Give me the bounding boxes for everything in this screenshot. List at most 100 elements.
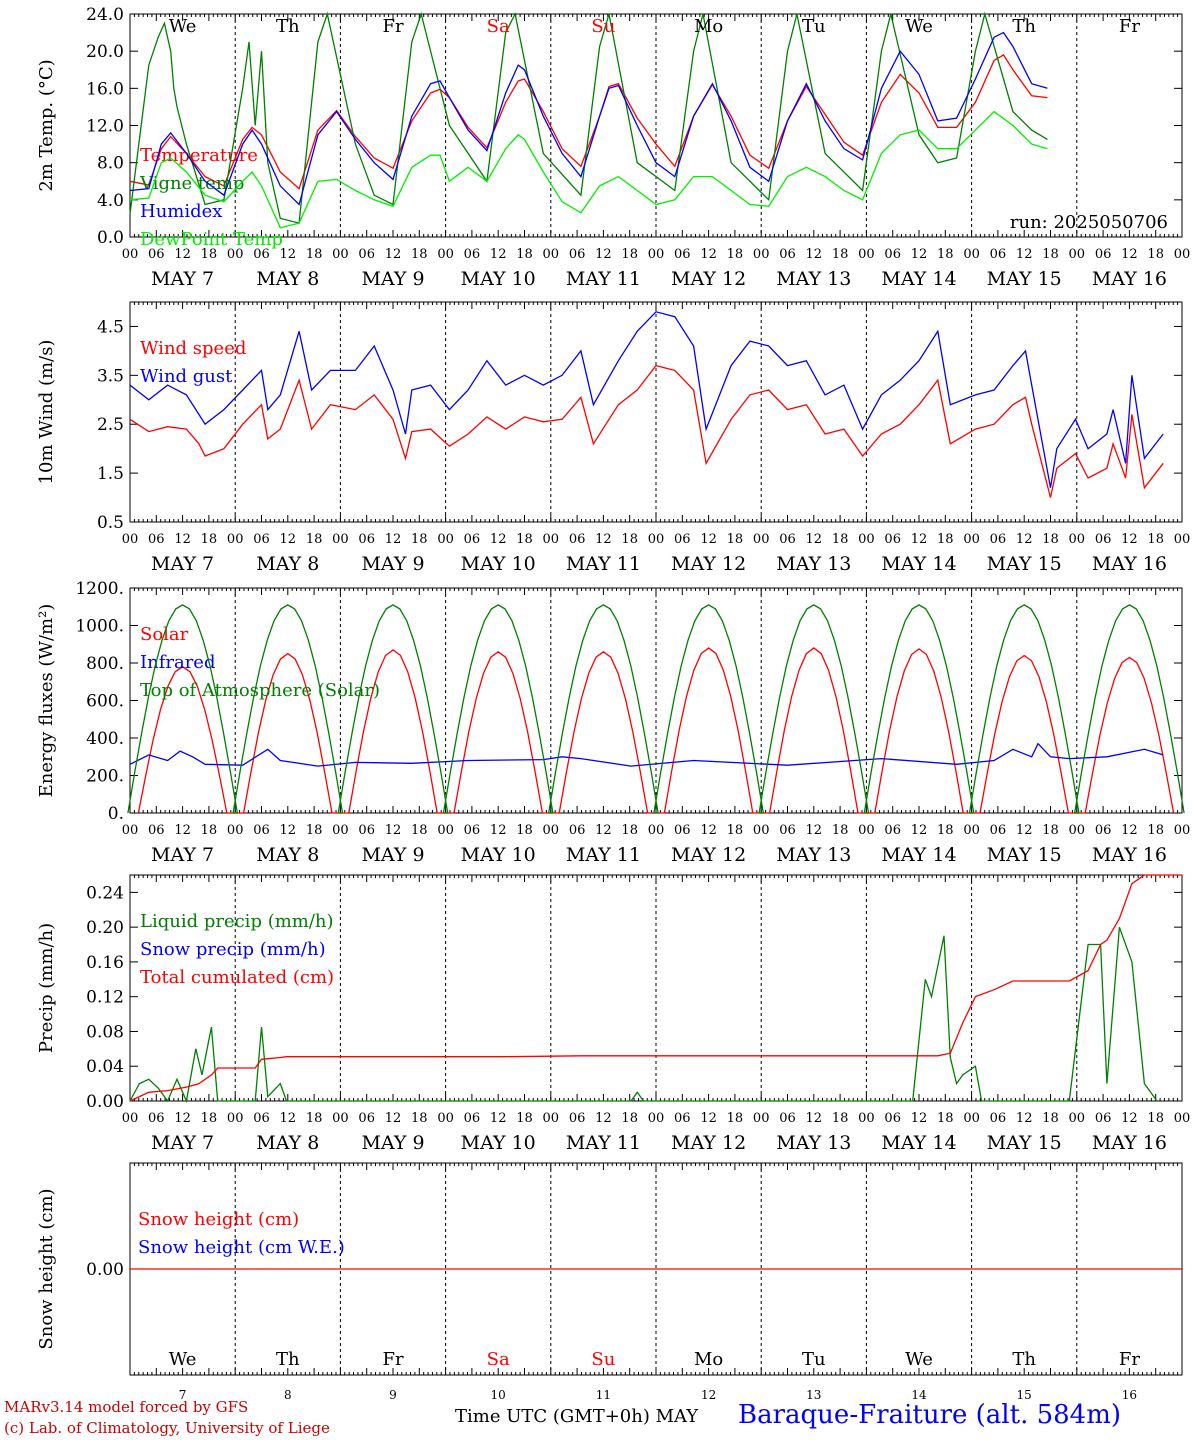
hour-tick-label: 06 xyxy=(569,532,586,547)
weekday-label: Th xyxy=(276,1349,300,1370)
hour-tick-label: 12 xyxy=(1121,823,1138,838)
hour-tick-label: 12 xyxy=(595,1111,612,1126)
date-label: MAY 8 xyxy=(256,1132,319,1154)
hour-tick-label: 18 xyxy=(201,1111,218,1126)
hour-tick-label: 12 xyxy=(385,247,402,262)
series-line-vigne-temp xyxy=(129,11,1048,224)
hour-tick-label: 00 xyxy=(227,532,244,547)
hour-tick-label: 18 xyxy=(727,1111,744,1126)
hour-tick-label: 18 xyxy=(1042,532,1059,547)
series-line-wind-speed xyxy=(129,364,1164,498)
hour-tick-label: 12 xyxy=(280,532,297,547)
date-label: MAY 13 xyxy=(776,553,851,575)
y-tick-label: 4.5 xyxy=(97,317,124,337)
y-tick-label: 0.00 xyxy=(86,1260,124,1280)
day-number-label: 11 xyxy=(596,1388,611,1402)
date-label: MAY 15 xyxy=(987,553,1062,575)
hour-tick-label: 12 xyxy=(1016,823,1033,838)
date-label: MAY 12 xyxy=(671,553,746,575)
hour-tick-label: 06 xyxy=(1095,823,1112,838)
legend-entry: Liquid precip (mm/h) xyxy=(140,911,334,932)
series-line-temperature xyxy=(129,54,1048,190)
series-line-dewpoint-temp xyxy=(129,110,1048,229)
date-label: MAY 15 xyxy=(987,268,1062,290)
y-axis-label: Precip (mm/h) xyxy=(36,923,57,1053)
hour-tick-label: 12 xyxy=(1121,1111,1138,1126)
weekday-label: We xyxy=(169,16,197,37)
series-line-infrared xyxy=(129,742,1164,767)
hour-tick-label: 00 xyxy=(437,532,454,547)
hour-tick-label: 00 xyxy=(648,1111,665,1126)
y-tick-label: 0.00 xyxy=(86,1092,124,1112)
date-label: MAY 10 xyxy=(461,268,536,290)
hour-tick-label: 06 xyxy=(253,823,270,838)
legend-entry: Total cumulated (cm) xyxy=(140,967,334,988)
model-credit: MARv3.14 model forced by GFS xyxy=(4,1398,249,1416)
weekday-label: Th xyxy=(276,16,300,37)
series-line-total-cumulated-cm- xyxy=(129,874,1182,1102)
y-tick-label: 16.0 xyxy=(86,79,124,99)
legend-entry: Vigne temp xyxy=(139,173,244,194)
weekday-label: Fr xyxy=(1119,16,1140,37)
y-tick-label: 2.5 xyxy=(97,415,124,435)
weekday-label: Sa xyxy=(487,1349,510,1370)
hour-tick-label: 12 xyxy=(280,1111,297,1126)
hour-tick-label: 00 xyxy=(753,247,770,262)
y-axis-label: Snow height (cm) xyxy=(36,1188,57,1349)
date-label: MAY 8 xyxy=(256,844,319,866)
hour-tick-label: 12 xyxy=(280,823,297,838)
x-axis-label: Time UTC (GMT+0h) MAY xyxy=(455,1406,699,1427)
hour-tick-label: 12 xyxy=(595,823,612,838)
y-tick-label: 0.12 xyxy=(86,988,124,1008)
date-label: MAY 13 xyxy=(776,844,851,866)
y-tick-label: 0.5 xyxy=(97,513,124,533)
y-tick-label: 800. xyxy=(86,654,124,674)
y-tick-label: 1200. xyxy=(75,579,124,599)
y-tick-label: 20.0 xyxy=(86,42,124,62)
hour-tick-label: 06 xyxy=(779,532,796,547)
y-tick-label: 24.0 xyxy=(86,5,124,25)
y-tick-label: 1.5 xyxy=(97,464,124,484)
hour-tick-label: 18 xyxy=(727,823,744,838)
hour-tick-label: 00 xyxy=(963,1111,980,1126)
hour-tick-label: 18 xyxy=(306,1111,323,1126)
hour-tick-label: 00 xyxy=(122,1111,139,1126)
hour-tick-label: 00 xyxy=(227,1111,244,1126)
hour-tick-label: 12 xyxy=(1121,532,1138,547)
y-tick-label: 0.20 xyxy=(86,918,124,938)
y-tick-label: 0.24 xyxy=(86,883,124,903)
hour-tick-label: 12 xyxy=(911,247,928,262)
hour-tick-label: 06 xyxy=(674,1111,691,1126)
hour-tick-label: 00 xyxy=(963,823,980,838)
y-tick-label: 0.04 xyxy=(86,1057,124,1077)
hour-tick-label: 00 xyxy=(332,532,349,547)
day-number-label: 7 xyxy=(179,1388,187,1402)
hour-tick-label: 18 xyxy=(1147,823,1164,838)
hour-tick-label: 12 xyxy=(911,532,928,547)
day-number-label: 13 xyxy=(806,1388,821,1402)
hour-tick-label: 06 xyxy=(1095,532,1112,547)
hour-tick-label: 06 xyxy=(990,247,1007,262)
y-tick-label: 0.08 xyxy=(86,1022,124,1042)
hour-tick-label: 00 xyxy=(122,532,139,547)
hour-tick-label: 18 xyxy=(832,247,849,262)
hour-tick-label: 18 xyxy=(306,532,323,547)
hour-tick-label: 00 xyxy=(332,1111,349,1126)
hour-tick-label: 12 xyxy=(174,823,191,838)
hour-tick-label: 12 xyxy=(174,247,191,262)
date-label: MAY 16 xyxy=(1092,268,1167,290)
hour-tick-label: 18 xyxy=(201,532,218,547)
hour-tick-label: 18 xyxy=(306,823,323,838)
weekday-label: Su xyxy=(591,16,615,37)
hour-tick-label: 00 xyxy=(543,532,560,547)
hour-tick-label: 06 xyxy=(358,247,375,262)
weekday-label: We xyxy=(905,1349,933,1370)
hour-tick-label: 18 xyxy=(516,823,533,838)
hour-tick-label: 06 xyxy=(779,247,796,262)
hour-tick-label: 12 xyxy=(280,247,297,262)
hour-tick-label: 00 xyxy=(753,532,770,547)
y-tick-label: 200. xyxy=(86,767,124,787)
hour-tick-label: 00 xyxy=(1069,823,1086,838)
day-number-label: 15 xyxy=(1017,1388,1032,1402)
day-number-label: 12 xyxy=(701,1388,716,1402)
